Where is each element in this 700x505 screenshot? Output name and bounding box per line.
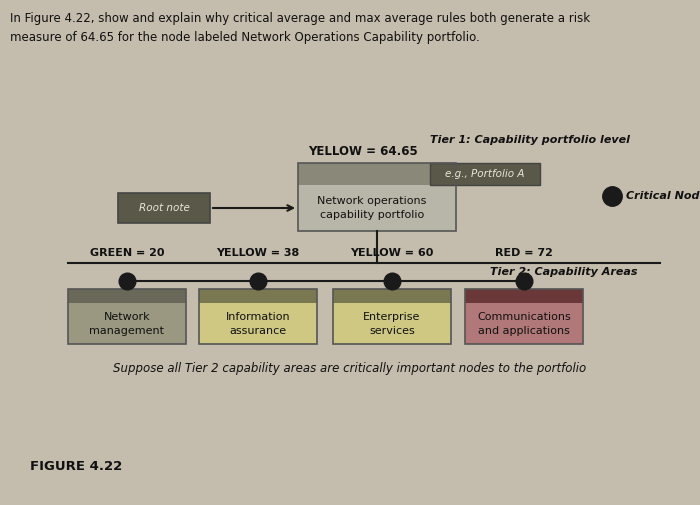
Text: RED = 72: RED = 72 [495, 248, 553, 258]
FancyBboxPatch shape [333, 289, 451, 303]
Text: GREEN = 20: GREEN = 20 [90, 248, 164, 258]
FancyBboxPatch shape [68, 303, 186, 344]
Text: Network: Network [104, 312, 150, 322]
FancyBboxPatch shape [199, 303, 317, 344]
Text: Critical Node: Critical Node [626, 191, 700, 201]
Text: FIGURE 4.22: FIGURE 4.22 [30, 460, 122, 473]
Text: Information: Information [225, 312, 290, 322]
Text: capability portfolio: capability portfolio [320, 210, 424, 220]
Text: Suppose all Tier 2 capability areas are critically important nodes to the portfo: Suppose all Tier 2 capability areas are … [113, 362, 587, 375]
Text: services: services [369, 326, 415, 335]
FancyBboxPatch shape [199, 289, 317, 303]
Text: YELLOW = 60: YELLOW = 60 [350, 248, 434, 258]
FancyBboxPatch shape [68, 289, 186, 303]
Text: Tier 1: Capability portfolio level: Tier 1: Capability portfolio level [430, 135, 630, 145]
Text: management: management [90, 326, 164, 335]
Text: e.g., Portfolio A: e.g., Portfolio A [445, 169, 525, 179]
FancyBboxPatch shape [333, 303, 451, 344]
FancyBboxPatch shape [118, 193, 210, 223]
Text: YELLOW = 64.65: YELLOW = 64.65 [308, 145, 418, 158]
FancyBboxPatch shape [298, 163, 456, 185]
Text: In Figure 4.22, show and explain why critical average and max average rules both: In Figure 4.22, show and explain why cri… [10, 12, 590, 43]
FancyBboxPatch shape [298, 185, 456, 231]
Text: YELLOW = 38: YELLOW = 38 [216, 248, 300, 258]
Text: Enterprise: Enterprise [363, 312, 421, 322]
FancyBboxPatch shape [465, 303, 583, 344]
Text: Network operations: Network operations [317, 196, 427, 206]
Text: Communications: Communications [477, 312, 571, 322]
Text: Tier 2: Capability Areas: Tier 2: Capability Areas [490, 267, 638, 277]
Text: assurance: assurance [230, 326, 286, 335]
FancyBboxPatch shape [430, 163, 540, 185]
Text: and applications: and applications [478, 326, 570, 335]
FancyBboxPatch shape [465, 289, 583, 303]
Text: Root note: Root note [139, 203, 190, 213]
